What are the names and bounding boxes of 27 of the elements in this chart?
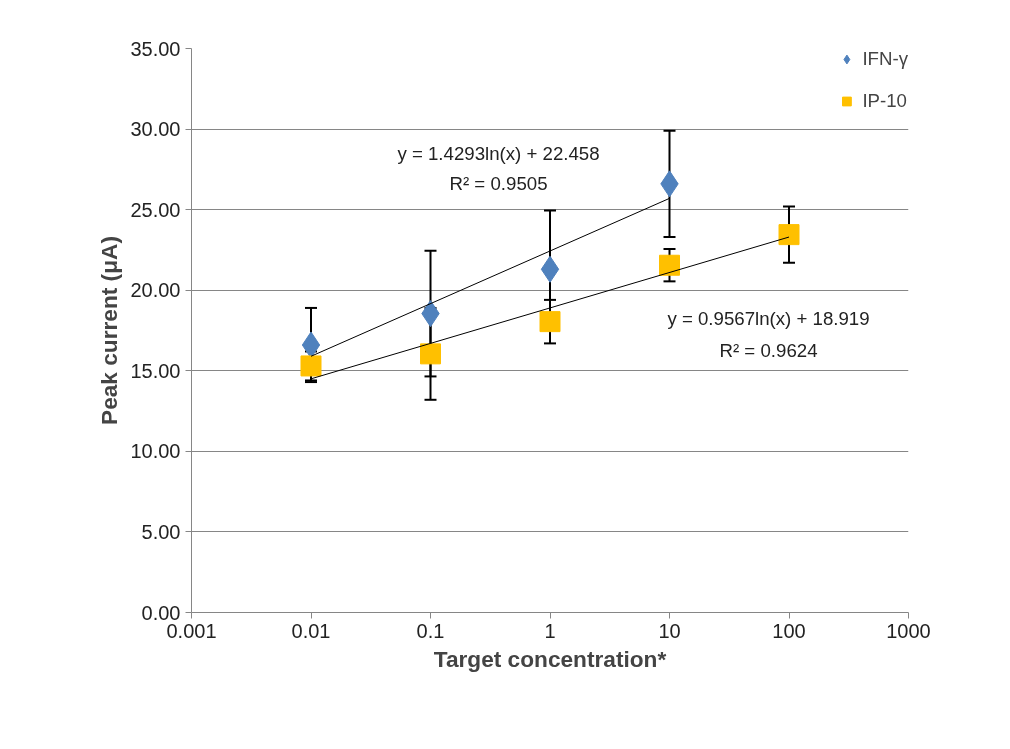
point — [540, 255, 560, 283]
x-axis-title: Target concentration* — [433, 645, 667, 672]
x-tick-label: 0.1 — [416, 619, 445, 642]
y-tick-label: 20.00 — [130, 279, 181, 302]
point — [778, 224, 800, 246]
x-tick-label: 0.01 — [291, 619, 331, 642]
y-tick-label: 5.00 — [141, 520, 181, 543]
annotation: R² = 0.9624 — [719, 340, 818, 361]
y-tick-label: 35.00 — [130, 37, 181, 60]
point — [539, 311, 561, 333]
legend-label: IFN-γ — [862, 48, 908, 70]
annotation: y = 1.4293ln(x) + 22.458 — [397, 143, 600, 164]
x-tick-label: 1000 — [886, 619, 931, 642]
legend-label: IP-10 — [862, 90, 907, 112]
annotation: y = 0.9567ln(x) + 18.919 — [667, 308, 870, 329]
point — [659, 254, 680, 276]
y-tick-label: 10.00 — [130, 440, 181, 463]
y-tick-label: 30.00 — [130, 118, 181, 141]
y-tick-label: 15.00 — [130, 359, 181, 382]
x-tick-label: 1 — [544, 619, 556, 642]
point — [420, 343, 441, 365]
point — [300, 355, 322, 377]
annotation: R² = 0.9505 — [449, 173, 548, 194]
x-tick-label: 100 — [772, 619, 806, 642]
x-tick-label: 10 — [658, 619, 681, 642]
y-tick-label: 25.00 — [130, 198, 181, 221]
y-axis-title: Peak current (μA) — [96, 236, 123, 425]
